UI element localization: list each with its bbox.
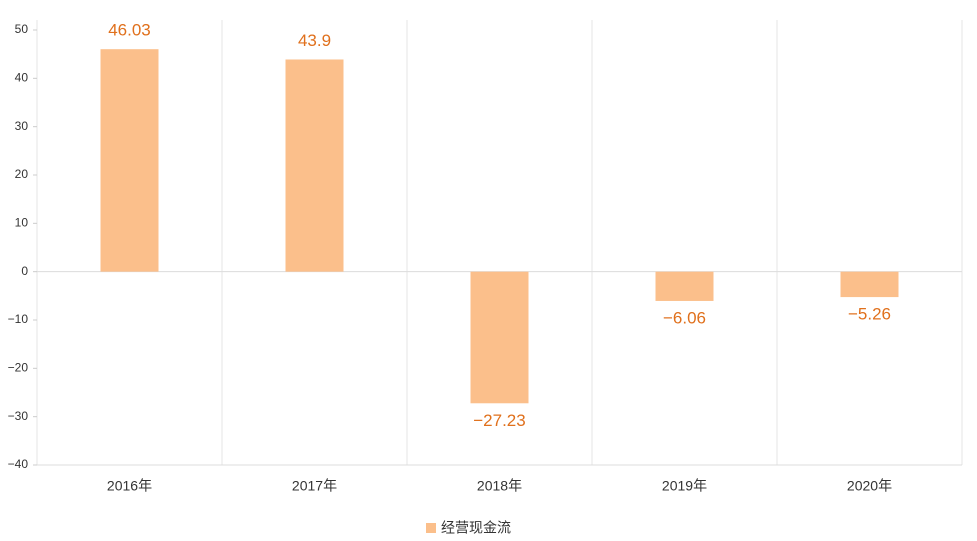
y-tick-label: −40 (8, 457, 29, 471)
x-tick-label: 2020年 (847, 478, 892, 494)
y-tick-label: 20 (15, 167, 29, 181)
y-tick-label: 10 (15, 216, 29, 230)
bar (840, 271, 899, 298)
legend-swatch (426, 523, 436, 533)
bar (655, 271, 714, 301)
y-tick-label: 0 (21, 264, 28, 278)
y-tick-label: −20 (8, 361, 29, 375)
value-label: −27.23 (473, 411, 525, 430)
bar (470, 271, 529, 404)
legend-label: 经营现金流 (441, 520, 511, 536)
y-tick-label: −30 (8, 409, 29, 423)
value-label: 43.9 (298, 31, 331, 50)
bar (100, 49, 159, 272)
y-tick-label: 50 (15, 22, 29, 36)
x-tick-label: 2018年 (477, 478, 522, 494)
value-label: 46.03 (108, 21, 151, 40)
value-label: −5.26 (848, 305, 891, 324)
bar (285, 59, 344, 272)
x-tick-label: 2019年 (662, 478, 707, 494)
y-tick-label: −10 (8, 312, 29, 326)
value-label: −6.06 (663, 308, 706, 327)
y-tick-label: 40 (15, 71, 29, 85)
x-tick-label: 2016年 (107, 478, 152, 494)
y-tick-label: 30 (15, 119, 29, 133)
x-tick-label: 2017年 (292, 478, 337, 494)
